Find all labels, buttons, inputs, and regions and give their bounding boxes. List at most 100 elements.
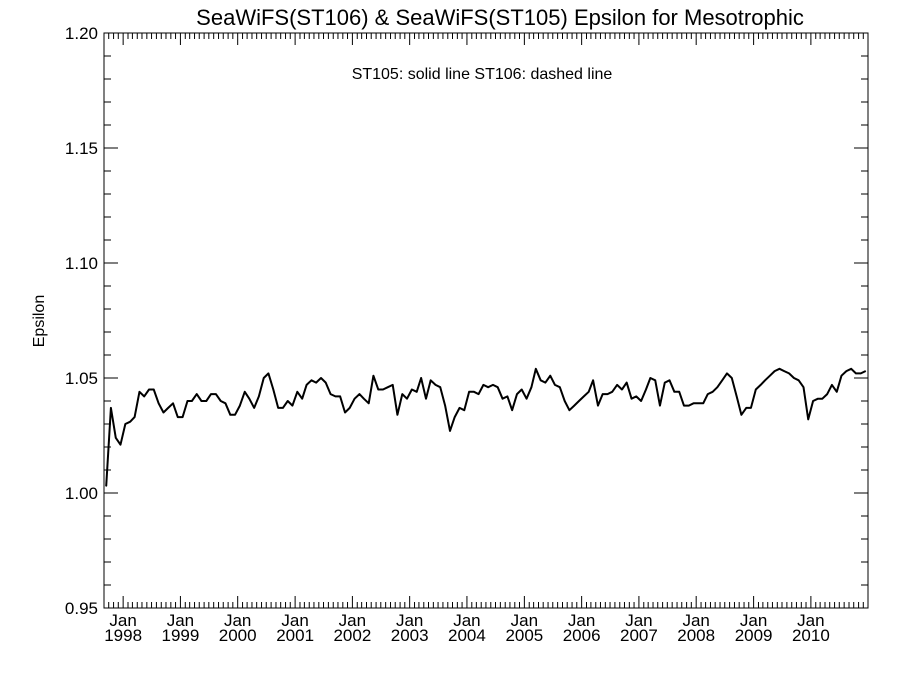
data-point — [205, 400, 207, 402]
x-tick-label-month: Jan — [625, 611, 652, 630]
data-point — [420, 377, 422, 379]
data-point — [860, 372, 862, 374]
data-point — [506, 395, 509, 397]
data-point — [224, 402, 227, 404]
data-point — [272, 388, 274, 391]
data-point — [416, 391, 418, 393]
data-point — [430, 379, 432, 381]
data-point — [640, 400, 642, 402]
data-point — [535, 368, 537, 370]
y-tick-label: 1.05 — [65, 369, 98, 388]
x-tick-label-year: 2006 — [563, 626, 601, 645]
data-point — [377, 388, 379, 391]
data-point — [645, 388, 647, 391]
data-point — [158, 402, 160, 404]
data-point — [325, 382, 327, 384]
data-point — [444, 405, 446, 407]
x-tick-label-month: Jan — [339, 611, 366, 630]
data-point — [220, 400, 222, 402]
data-point — [182, 416, 184, 418]
plot-frame — [103, 32, 869, 609]
x-tick-label-year: 1998 — [104, 626, 142, 645]
data-point — [138, 391, 141, 393]
data-point — [845, 370, 847, 372]
data-point — [597, 405, 599, 407]
data-point — [707, 393, 709, 395]
data-point — [802, 386, 805, 388]
data-point — [697, 402, 699, 404]
data-point — [296, 391, 298, 393]
x-tick-label-month: Jan — [740, 611, 767, 630]
data-point — [463, 409, 465, 411]
series-legend-annotation: ST105: solid line ST106: dashed line — [352, 66, 613, 83]
data-point — [750, 407, 752, 409]
data-point — [649, 377, 651, 379]
data-point — [755, 388, 757, 391]
data-point — [148, 388, 150, 391]
data-point — [124, 423, 126, 425]
x-axis: Jan1998Jan1999Jan2000Jan2001Jan2002Jan20… — [103, 33, 864, 645]
data-point — [334, 395, 337, 397]
data-point — [721, 379, 723, 381]
data-point — [487, 386, 489, 388]
y-axis: 0.95 1.00 1.05 1.10 1.15 1.20 — [65, 24, 868, 618]
data-point — [783, 370, 785, 372]
data-point — [310, 379, 313, 381]
data-point — [798, 379, 800, 381]
data-point — [540, 379, 542, 381]
data-point — [196, 393, 198, 395]
y-axis-label: Epsilon — [31, 295, 48, 347]
data-point — [497, 386, 499, 388]
data-point — [826, 393, 828, 395]
data-point — [263, 377, 265, 379]
data-point — [229, 414, 231, 416]
data-point — [349, 407, 351, 409]
data-point — [501, 398, 504, 400]
data-point — [588, 391, 590, 393]
data-point — [530, 386, 533, 388]
data-point — [382, 388, 384, 391]
x-tick-label-year: 2004 — [448, 626, 486, 645]
data-point — [573, 405, 575, 407]
data-point — [449, 430, 451, 432]
x-tick-label-year: 2007 — [620, 626, 658, 645]
data-point — [191, 400, 193, 402]
data-point — [745, 407, 747, 409]
data-point — [525, 398, 528, 400]
x-tick-label-month: Jan — [167, 611, 194, 630]
data-point — [602, 393, 604, 395]
chart-title: SeaWiFS(ST106) & SeaWiFS(ST105) Epsilon … — [196, 5, 804, 30]
data-point — [368, 402, 370, 404]
x-tick-label-month: Jan — [224, 611, 251, 630]
data-point — [344, 411, 346, 414]
data-point — [740, 414, 742, 416]
data-point — [764, 379, 766, 381]
data-point — [186, 400, 189, 402]
x-tick-label-year: 2010 — [792, 626, 830, 645]
data-point — [172, 402, 174, 404]
data-point — [215, 393, 217, 395]
data-point — [668, 379, 671, 381]
data-point — [119, 444, 122, 446]
data-point — [678, 391, 680, 393]
data-point — [521, 388, 523, 391]
data-point — [329, 393, 332, 395]
x-tick-label-year: 2000 — [219, 626, 257, 645]
data-point — [635, 395, 637, 397]
x-tick-label-year: 2001 — [276, 626, 314, 645]
series-layer — [105, 367, 867, 487]
data-point — [258, 395, 260, 397]
data-point — [855, 372, 857, 374]
data-point — [673, 391, 675, 393]
data-point — [153, 388, 155, 391]
data-point — [291, 405, 294, 407]
data-point — [320, 377, 322, 379]
data-point — [406, 398, 408, 400]
data-point — [774, 370, 776, 372]
data-point — [248, 398, 250, 400]
data-point — [458, 407, 461, 409]
data-point — [392, 384, 394, 386]
data-point — [477, 393, 480, 395]
data-point — [564, 400, 566, 402]
